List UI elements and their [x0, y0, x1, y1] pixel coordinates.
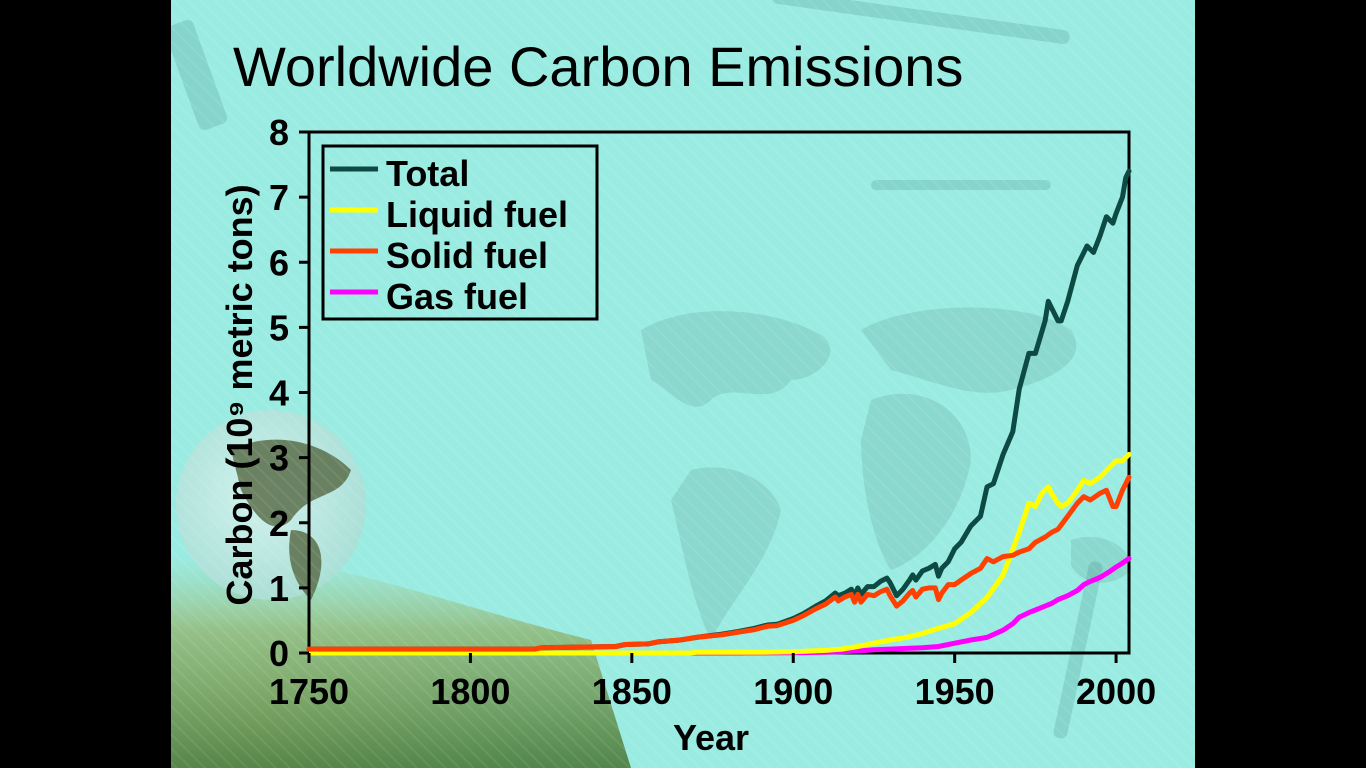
y-axis-label: Carbon (10⁹ metric tons)	[219, 184, 260, 605]
x-tick-label: 1900	[753, 671, 833, 712]
x-tick-label: 1950	[915, 671, 995, 712]
x-axis: 1750 1800 1850 1900 1950 2000	[269, 653, 1156, 712]
legend-label-total: Total	[386, 153, 469, 194]
y-tick-label: 2	[269, 503, 289, 544]
legend-box	[321, 144, 599, 321]
y-tick-label: 4	[269, 373, 289, 414]
slide-title: Worldwide Carbon Emissions	[233, 35, 964, 98]
y-axis: 0 1 2 3 4 5 6 7 8	[269, 112, 309, 674]
x-tick-label: 1850	[592, 671, 672, 712]
y-tick-label: 3	[269, 438, 289, 479]
y-tick-label: 7	[269, 177, 289, 218]
x-tick-label: 1800	[430, 671, 510, 712]
x-tick-label: 2000	[1076, 671, 1156, 712]
series-line-gas-fuel	[306, 556, 1132, 656]
slide: Worldwide Carbon Emissions	[171, 0, 1195, 768]
y-tick-label: 5	[269, 307, 289, 348]
legend-label-solid-fuel: Solid fuel	[386, 235, 548, 276]
legend-label-liquid-fuel: Liquid fuel	[386, 194, 568, 235]
x-axis-label: Year	[673, 717, 749, 758]
series-layer	[306, 168, 1132, 656]
y-tick-label: 0	[269, 633, 289, 674]
legend-label-gas-fuel: Gas fuel	[386, 276, 528, 317]
x-tick-label: 1750	[269, 671, 349, 712]
y-tick-label: 6	[269, 242, 289, 283]
series-line-solid-fuel	[306, 474, 1132, 652]
y-tick-label: 1	[269, 568, 289, 609]
slide-background	[171, 0, 1195, 768]
y-tick-label: 8	[269, 112, 289, 153]
